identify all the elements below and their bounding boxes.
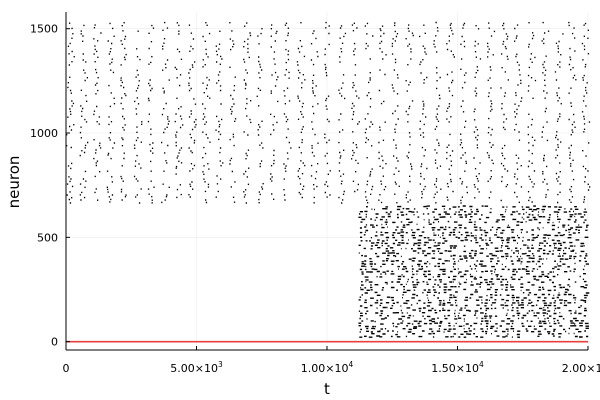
y-axis-ticks: 0 500 1000 1500 [30, 23, 70, 349]
y-tick-label: 500 [37, 231, 58, 244]
x-axis-label: t [324, 380, 330, 398]
x-tick-label: 1.50×104 [431, 360, 484, 375]
y-tick-label: 1000 [30, 127, 58, 140]
x-tick-label: 0 [63, 362, 70, 375]
y-tick-label: 0 [51, 336, 58, 349]
spike-marks [66, 21, 591, 338]
x-tick-label: 5.00×103 [170, 360, 223, 375]
y-tick-label: 1500 [30, 23, 58, 36]
y-axis-label: neuron [5, 156, 23, 209]
x-axis-ticks: 0 5.00×103 1.00×104 1.50×104 2.00×104 [63, 346, 600, 375]
x-tick-label: 2.00×104 [562, 360, 600, 375]
x-tick-label: 1.00×104 [301, 360, 354, 375]
spike-raster [66, 21, 591, 338]
